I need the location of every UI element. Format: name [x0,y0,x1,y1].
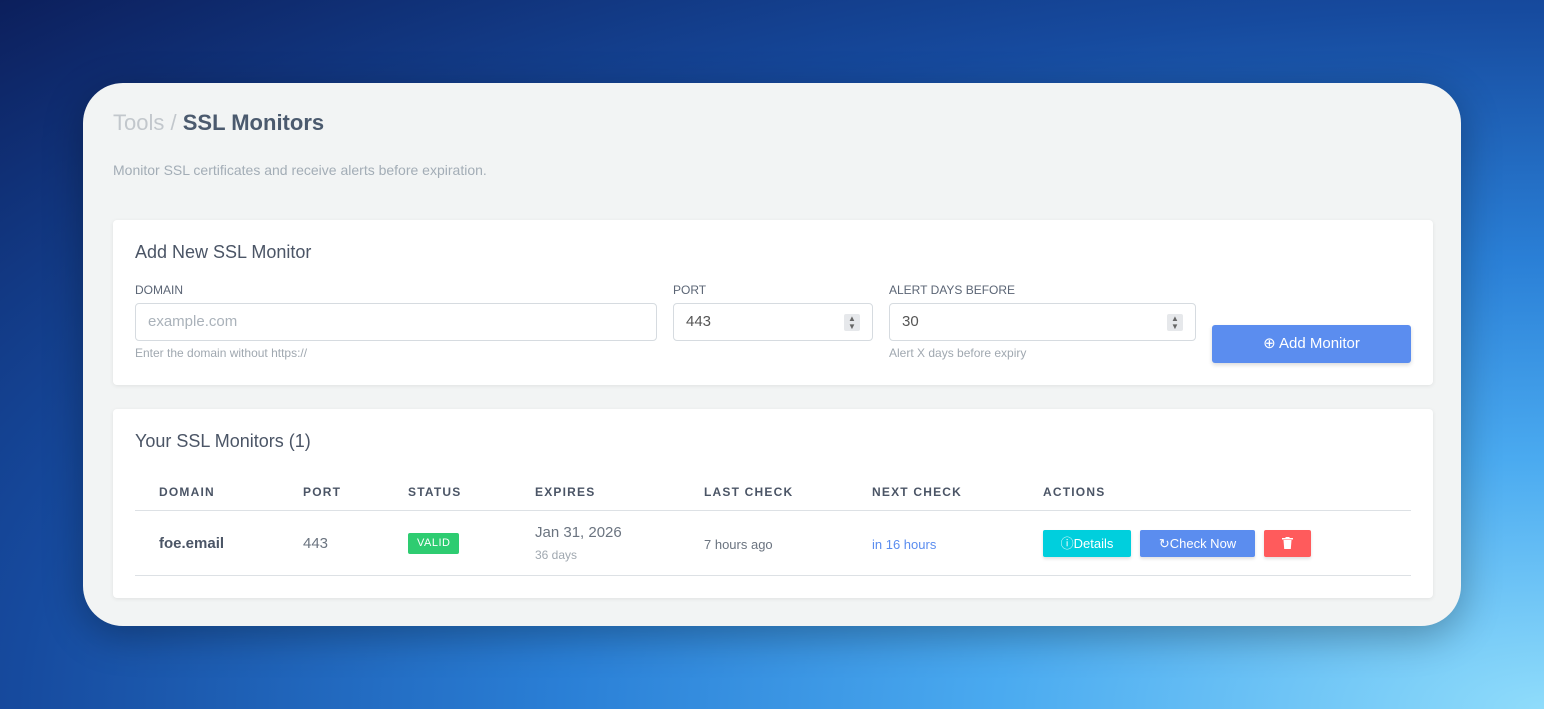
expires-date: Jan 31, 2026 [535,524,622,541]
panel-title: Add New SSL Monitor [135,242,312,262]
breadcrumb-parent[interactable]: Tools [113,110,165,135]
check-now-label: Check Now [1169,536,1237,551]
column-header: PORT [303,485,342,499]
alert-days-help: Alert X days before expiry [889,346,1027,360]
column-header: STATUS [408,485,462,499]
alert-days-value: 30 [902,313,919,330]
column-header: NEXT CHECK [872,485,963,499]
port-label: PORT [673,283,707,297]
domain-input[interactable]: example.com [135,303,657,341]
next-check-cell: in 16 hours [872,537,937,552]
port-value: 443 [686,313,712,330]
add-monitor-label: Add Monitor [1279,335,1360,352]
page-title: SSL Monitors [182,110,325,135]
main-card: Tools / SSL Monitors Monitor SSL certifi… [83,83,1461,626]
breadcrumb: Tools / SSL Monitors [113,110,324,136]
domain-label: DOMAIN [135,283,183,297]
alert-days-label: ALERT DAYS BEFORE [889,283,1016,297]
refresh-icon: ↻ [1158,536,1170,551]
last-check-cell: 7 hours ago [704,537,773,552]
info-icon: ⓘ [1060,536,1074,551]
details-button[interactable]: ⓘDetails [1043,530,1131,557]
trash-icon [1282,537,1293,549]
monitors-panel: Your SSL Monitors (1) DOMAIN PORT STATUS… [113,409,1433,598]
add-monitor-panel: Add New SSL Monitor DOMAIN example.com E… [113,220,1433,385]
column-header: LAST CHECK [704,485,794,499]
check-now-button[interactable]: ↻Check Now [1140,530,1255,557]
plus-circle-icon: ⊕ [1263,335,1276,352]
breadcrumb-separator: / [170,110,177,135]
details-label: Details [1073,536,1114,551]
port-input[interactable]: 443 ▲ ▼ [673,303,873,341]
expires-in: 36 days [535,548,578,562]
domain-cell: foe.email [159,535,225,552]
status-badge: VALID [408,533,460,554]
column-header: EXPIRES [535,485,596,499]
alert-days-input[interactable]: 30 ▲ ▼ [889,303,1196,341]
delete-button[interactable] [1264,530,1311,557]
stepper-icon[interactable]: ▲ ▼ [844,314,860,331]
divider [135,575,1411,576]
port-cell: 443 [303,535,329,552]
divider [135,510,1411,511]
add-monitor-button[interactable]: ⊕ Add Monitor [1212,325,1411,363]
page-subtitle: Monitor SSL certificates and receive ale… [113,162,487,178]
stepper-icon[interactable]: ▲ ▼ [1167,314,1183,331]
panel-title: Your SSL Monitors (1) [135,431,311,451]
column-header: DOMAIN [159,485,215,499]
domain-help: Enter the domain without https:// [135,346,308,360]
column-header: ACTIONS [1043,485,1106,499]
